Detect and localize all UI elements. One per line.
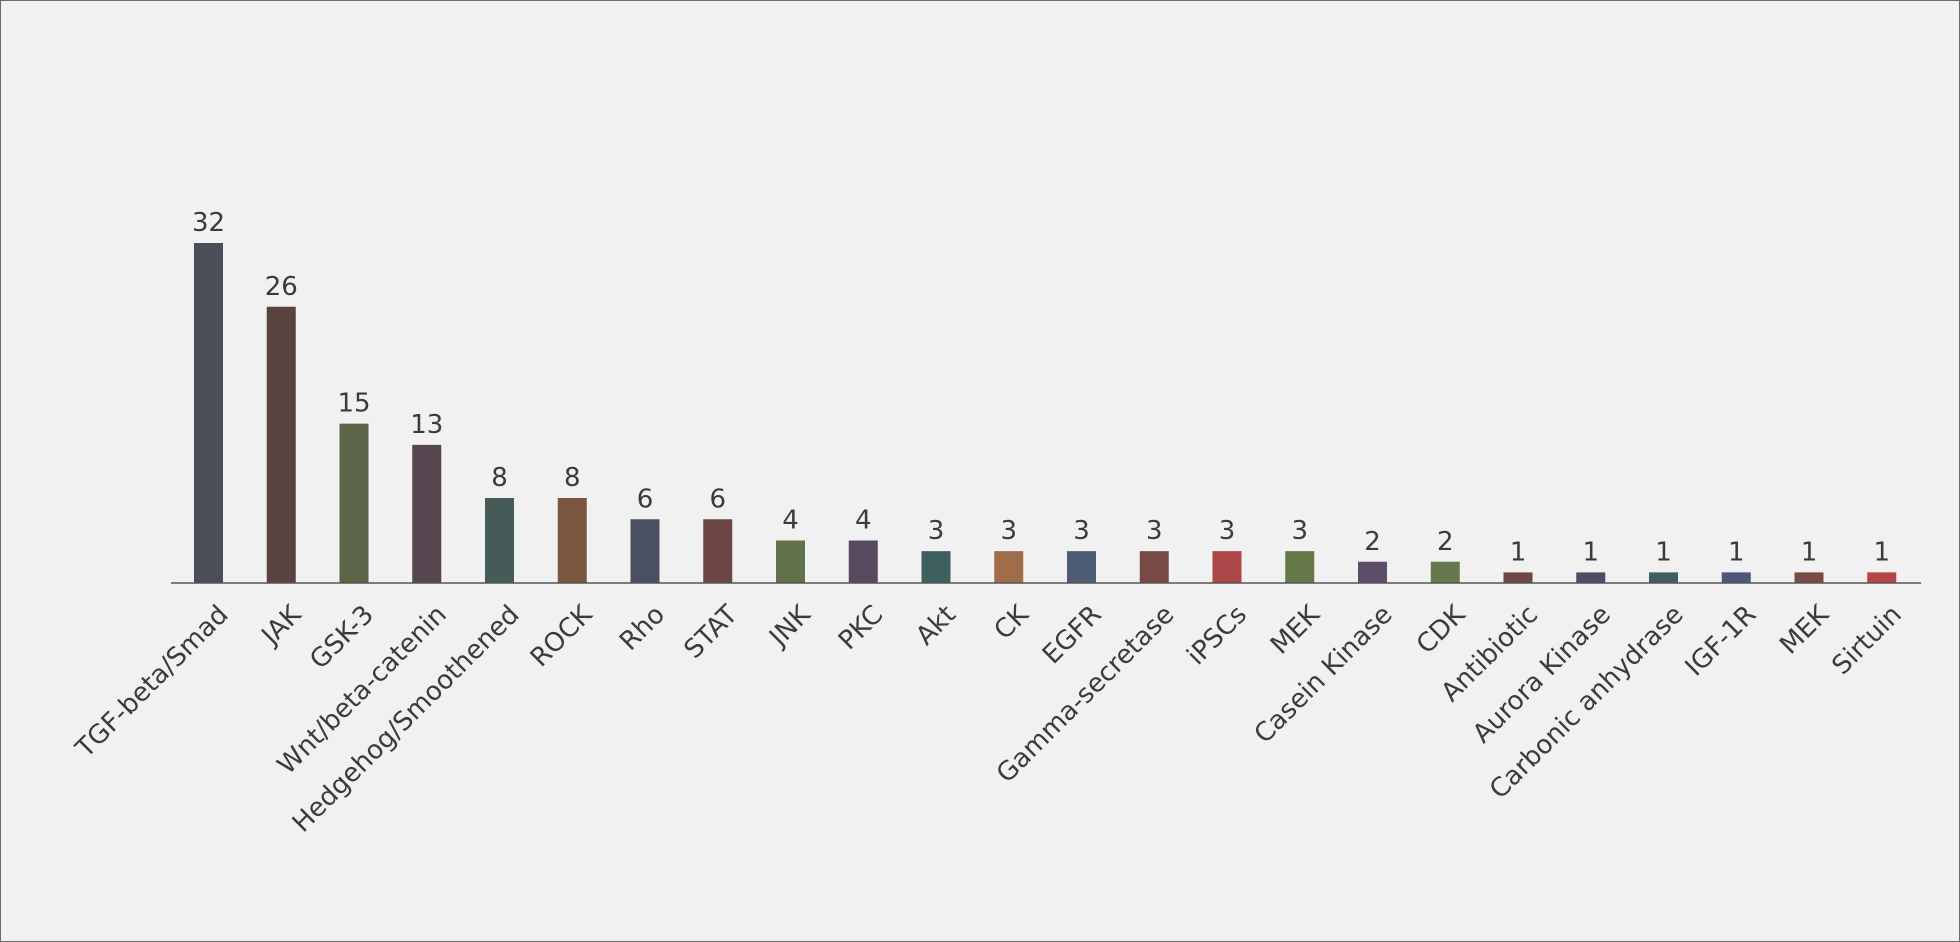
tick-label-21: IGF-1R <box>1680 600 1763 683</box>
tick-label-15: MEK <box>1265 599 1326 660</box>
bar-8 <box>776 540 805 583</box>
tick-label-17: CDK <box>1411 599 1472 660</box>
tick-label-10: Akt <box>910 600 962 652</box>
bar-9 <box>848 540 878 583</box>
value-label-2: 15 <box>337 389 370 419</box>
bar-20 <box>1649 572 1678 584</box>
bar-22 <box>1794 572 1824 584</box>
tick-label-22: MEK <box>1774 599 1835 660</box>
tick-label-5: ROCK <box>525 599 599 673</box>
tick-label-9: PKC <box>833 600 889 656</box>
value-label-3: 13 <box>410 410 443 440</box>
tick-label-8: JNK <box>763 599 818 654</box>
bar-23 <box>1867 572 1897 584</box>
bar-16 <box>1358 561 1387 583</box>
bar-3 <box>412 444 442 584</box>
bar-15 <box>1285 551 1315 584</box>
tick-label-7: STAT <box>679 600 744 665</box>
bar-12 <box>1067 551 1096 584</box>
value-label-16: 2 <box>1364 527 1381 557</box>
value-label-6: 6 <box>637 484 654 514</box>
bar-17 <box>1430 561 1460 583</box>
value-label-5: 8 <box>564 463 581 493</box>
bar-18 <box>1503 572 1533 584</box>
bar-4 <box>485 498 514 583</box>
value-label-13: 3 <box>1146 516 1163 546</box>
tick-label-12: EGFR <box>1037 600 1107 670</box>
value-label-20: 1 <box>1655 537 1672 567</box>
value-label-22: 1 <box>1801 537 1818 567</box>
value-label-9: 4 <box>855 506 872 536</box>
bars-group <box>194 243 1897 584</box>
value-label-0: 32 <box>192 208 225 238</box>
value-label-19: 1 <box>1582 537 1599 567</box>
tick-label-0: TGF-beta/Smad <box>70 600 235 765</box>
bar-0 <box>194 243 223 583</box>
bar-14 <box>1212 551 1242 584</box>
bar-1 <box>266 306 296 583</box>
tick-label-11: CK <box>989 599 1036 646</box>
bar-5 <box>557 498 587 583</box>
bar-2 <box>339 423 369 584</box>
bar-21 <box>1721 572 1751 584</box>
value-label-7: 6 <box>709 484 726 514</box>
value-label-15: 3 <box>1291 516 1308 546</box>
value-label-18: 1 <box>1510 537 1527 567</box>
bar-13 <box>1139 551 1169 584</box>
value-label-4: 8 <box>491 463 508 493</box>
tick-label-23: Sirtuin <box>1827 600 1908 681</box>
tick-label-1: JAK <box>255 599 308 652</box>
bar-11 <box>994 551 1024 584</box>
value-label-21: 1 <box>1728 537 1745 567</box>
tick-label-14: iPSCs <box>1181 600 1252 671</box>
value-label-12: 3 <box>1073 516 1090 546</box>
value-label-14: 3 <box>1219 516 1236 546</box>
value-label-1: 26 <box>265 272 298 302</box>
value-label-17: 2 <box>1437 527 1454 557</box>
bar-6 <box>630 519 660 583</box>
value-label-11: 3 <box>1000 516 1017 546</box>
tick-labels-group: TGF-beta/Smad JAKGSK-3Wnt/beta-cateninHed… <box>70 599 1908 838</box>
value-label-8: 4 <box>782 506 799 536</box>
value-label-10: 3 <box>928 516 945 546</box>
bar-19 <box>1576 572 1606 584</box>
value-label-23: 1 <box>1873 537 1890 567</box>
bar-7 <box>703 519 733 583</box>
bar-10 <box>921 551 951 584</box>
tick-label-6: Rho <box>614 600 671 657</box>
